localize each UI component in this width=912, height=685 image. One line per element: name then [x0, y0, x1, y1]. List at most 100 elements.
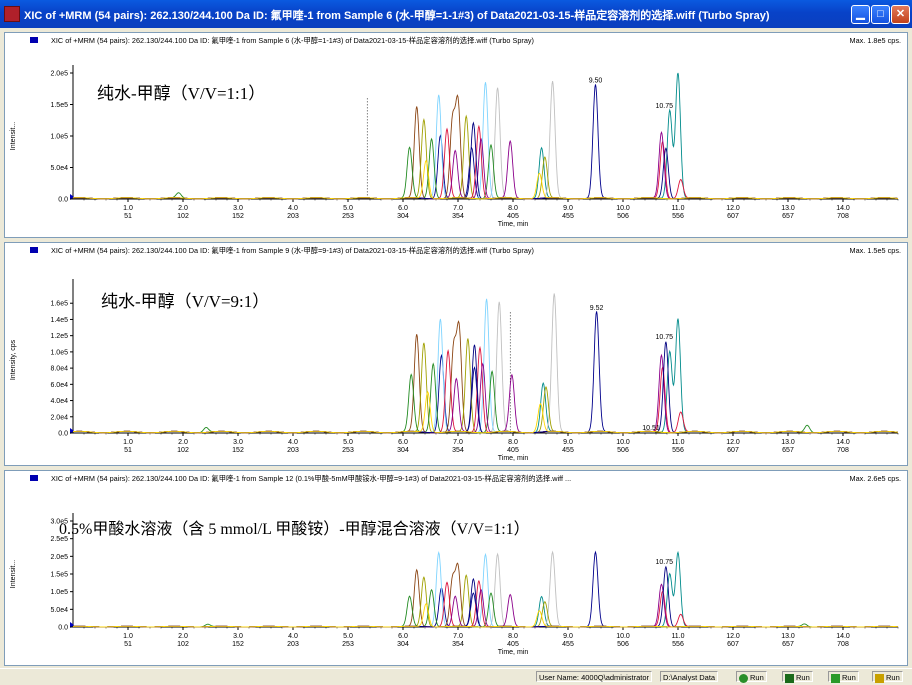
- scan-tick-label: 506: [617, 641, 629, 648]
- x-tick-label: 4.0: [288, 439, 298, 446]
- peak-label: 10.75: [655, 103, 673, 110]
- scan-tick-label: 253: [342, 641, 354, 648]
- scan-tick-label: 152: [232, 447, 244, 454]
- chromatogram-plot[interactable]: 0.0 5.0e4 1.0e5 1.5e5 2.0e5 2.5e5 3.0e5 1.051 2.…: [5, 471, 909, 667]
- y-axis-label: Intensit...: [10, 122, 17, 150]
- pane-header: XIC of +MRM (54 pairs): 262.130/244.100 …: [5, 244, 907, 257]
- chromatogram-trace: [73, 341, 898, 434]
- scan-tick-label: 556: [672, 641, 684, 648]
- run-icon: [831, 673, 840, 683]
- x-tick-label: 11.0: [671, 439, 684, 446]
- x-tick-label: 12.0: [726, 633, 740, 640]
- chromatogram-trace: [73, 550, 899, 628]
- scan-tick-label: 657: [782, 641, 794, 648]
- chromatogram-trace: [73, 318, 898, 434]
- scan-tick-label: 455: [562, 641, 574, 648]
- scan-tick-label: 304: [397, 641, 409, 648]
- y-tick-label: 6.0e4: [50, 382, 68, 389]
- status-run-3: Run: [828, 671, 859, 683]
- y-tick-label: 1.5e5: [50, 572, 68, 579]
- x-tick-label: 3.0: [233, 205, 243, 212]
- maximize-button[interactable]: □: [871, 5, 890, 24]
- chromatogram-plot[interactable]: 0.0 2.0e4 4.0e4 6.0e4 8.0e4 1.0e5 1.2e5 1.4e5 1.…: [5, 243, 909, 467]
- scan-tick-label: 354: [452, 447, 464, 454]
- x-tick-label: 6.0: [398, 633, 408, 640]
- window-titlebar[interactable]: XIC of +MRM (54 pairs): 262.130/244.100 …: [0, 0, 912, 28]
- x-tick-label: 4.0: [288, 633, 298, 640]
- status-run-2: Run: [782, 671, 813, 683]
- x-tick-label: 14.0: [836, 633, 850, 640]
- xic-pane-2[interactable]: XIC of +MRM (54 pairs): 262.130/244.100 …: [4, 242, 908, 466]
- max-intensity-label: Max. 2.6e5 cps.: [849, 474, 901, 483]
- scan-tick-label: 708: [837, 213, 849, 220]
- x-tick-label: 11.0: [671, 633, 684, 640]
- minimize-button[interactable]: ▁: [851, 5, 870, 24]
- x-tick-label: 1.0: [123, 205, 133, 212]
- y-tick-label: 0.0: [58, 625, 68, 632]
- scan-tick-label: 203: [287, 447, 299, 454]
- sample-annotation: 纯水-甲醇（V/V=1:1）: [97, 84, 266, 103]
- max-intensity-label: Max. 1.8e5 cps.: [849, 36, 901, 45]
- x-tick-label: 13.0: [781, 633, 795, 640]
- x-tick-label: 10.0: [616, 205, 630, 212]
- x-tick-label: 6.0: [398, 439, 408, 446]
- scan-tick-label: 102: [177, 641, 189, 648]
- peak-label: 9.50: [589, 78, 603, 85]
- close-button[interactable]: ✕: [891, 5, 910, 24]
- scan-tick-label: 102: [177, 213, 189, 220]
- x-tick-label: 13.0: [781, 205, 795, 212]
- scan-tick-label: 51: [124, 447, 132, 454]
- x-tick-label: 10.0: [616, 633, 630, 640]
- x-tick-label: 9.0: [563, 439, 573, 446]
- chromatogram-trace: [73, 353, 898, 434]
- x-tick-label: 8.0: [508, 205, 518, 212]
- y-tick-label: 1.2e5: [50, 333, 68, 340]
- x-tick-label: 5.0: [343, 439, 353, 446]
- peak-label: 10.75: [655, 334, 673, 341]
- pane-header: XIC of +MRM (54 pairs): 262.130/244.100 …: [5, 34, 907, 47]
- y-tick-label: 2.0e4: [50, 414, 68, 421]
- y-axis-label: Intensit...: [10, 560, 17, 588]
- scan-tick-label: 152: [232, 213, 244, 220]
- scan-tick-label: 506: [617, 213, 629, 220]
- pane-title: XIC of +MRM (54 pairs): 262.130/244.100 …: [51, 474, 572, 483]
- trace-color-square-icon: [30, 475, 38, 481]
- xic-pane-3[interactable]: XIC of +MRM (54 pairs): 262.130/244.100 …: [4, 470, 908, 666]
- y-tick-label: 8.0e4: [50, 366, 68, 373]
- x-tick-label: 14.0: [836, 439, 850, 446]
- run-icon: [739, 673, 748, 683]
- x-tick-label: 4.0: [288, 205, 298, 212]
- pane-header: XIC of +MRM (54 pairs): 262.130/244.100 …: [5, 472, 907, 485]
- scan-tick-label: 304: [397, 213, 409, 220]
- scan-tick-label: 51: [124, 641, 132, 648]
- scan-tick-label: 354: [452, 213, 464, 220]
- scan-tick-label: 51: [124, 213, 132, 220]
- scan-tick-label: 506: [617, 447, 629, 454]
- y-tick-label: 1.6e5: [50, 301, 68, 308]
- window-title: XIC of +MRM (54 pairs): 262.130/244.100 …: [24, 10, 770, 22]
- xic-pane-1[interactable]: XIC of +MRM (54 pairs): 262.130/244.100 …: [4, 32, 908, 238]
- x-tick-label: 12.0: [726, 205, 740, 212]
- app-icon: [4, 6, 20, 22]
- trace-color-square-icon: [30, 37, 38, 43]
- scan-tick-label: 708: [837, 641, 849, 648]
- scan-tick-label: 455: [562, 213, 574, 220]
- scan-tick-label: 405: [507, 641, 519, 648]
- x-axis-label: Time, min: [498, 221, 529, 228]
- status-user: User Name: 4000Q\administrator: [536, 671, 653, 682]
- x-tick-label: 7.0: [453, 633, 463, 640]
- peak-label: 9.52: [590, 305, 604, 312]
- x-axis-label: Time, min: [498, 455, 529, 462]
- scan-tick-label: 556: [672, 447, 684, 454]
- sample-annotation: 0.5%甲酸水溶液（含 5 mmol/L 甲酸铵）-甲醇混合溶液（V/V=1:1…: [59, 521, 530, 538]
- scan-tick-label: 203: [287, 213, 299, 220]
- status-path: D:\Analyst Data: [660, 671, 719, 682]
- sample-annotation: 纯水-甲醇（V/V=9:1）: [101, 292, 270, 311]
- scan-tick-label: 102: [177, 447, 189, 454]
- y-tick-label: 0.0: [58, 431, 68, 438]
- x-tick-label: 9.0: [563, 633, 573, 640]
- x-tick-label: 10.0: [616, 439, 630, 446]
- scan-tick-label: 304: [397, 447, 409, 454]
- status-run-1: Run: [736, 671, 767, 683]
